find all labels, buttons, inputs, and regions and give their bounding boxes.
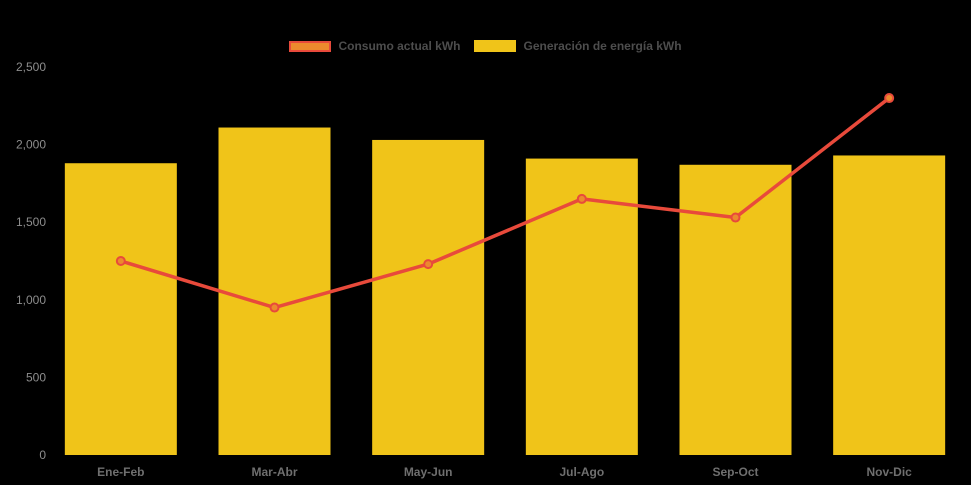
line-point-mar-abr[interactable] [269,302,280,313]
x-axis-label-jul-ago: Jul-Ago [559,465,604,479]
legend-swatch-generacion-icon [474,40,517,52]
x-axis-label-ene-feb: Ene-Feb [97,465,144,479]
line-point-ene-feb[interactable] [115,256,126,266]
bar-ene-feb[interactable] [64,163,177,455]
legend-label-generacion: Generación de energía kWh [523,39,682,53]
consumo-line [119,96,891,310]
line-point-jul-ago[interactable] [576,193,587,204]
chart-legend: Consumo actual kWh Generación de energía… [0,39,971,53]
x-axis-label-may-jun: May-Jun [404,465,453,479]
bar-may-jun[interactable] [372,139,485,455]
line-point-may-jun[interactable] [423,259,434,270]
line-point-sep-oct[interactable] [730,212,741,223]
y-axis-tick-1-500: 1,500 [16,215,46,229]
bar-jul-ago[interactable] [525,158,638,455]
bar-mar-abr[interactable] [218,127,331,455]
y-axis-tick-2-000: 2,000 [16,138,46,152]
x-axis-label-mar-abr: Mar-Abr [251,465,297,479]
x-axis-label-nov-dic: Nov-Dic [866,465,912,479]
legend-item-consumo[interactable]: Consumo actual kWh [289,39,460,53]
legend-label-consumo: Consumo actual kWh [338,39,461,53]
y-axis-tick-2-500: 2,500 [16,60,46,74]
legend-swatch-consumo-icon [289,40,332,52]
y-axis-tick-500: 500 [26,370,46,384]
y-axis-tick-1-000: 1,000 [16,293,46,307]
line-point-nov-dic[interactable] [884,93,895,104]
y-axis-tick-0: 0 [39,448,46,462]
bar-nov-dic[interactable] [833,155,946,456]
legend-item-generacion[interactable]: Generación de energía kWh [474,39,682,53]
x-axis-label-sep-oct: Sep-Oct [712,465,758,479]
bar-sep-oct[interactable] [679,164,792,455]
